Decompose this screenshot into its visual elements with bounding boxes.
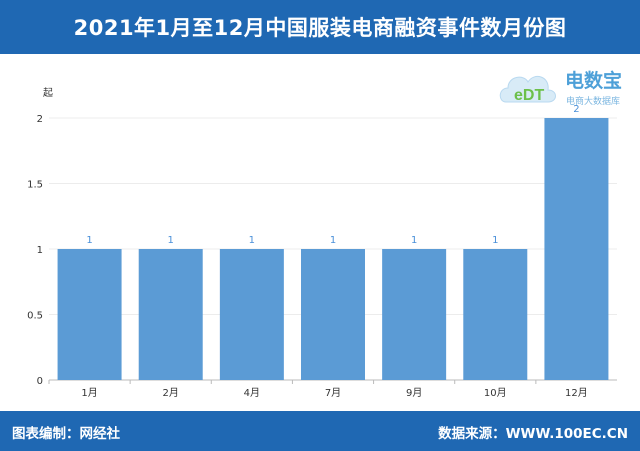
y-tick-label: 0 bbox=[37, 376, 43, 387]
logo-mark: eDT bbox=[514, 87, 544, 104]
x-tick-label: 9月 bbox=[406, 387, 422, 399]
x-tick-label: 12月 bbox=[565, 387, 588, 399]
bar bbox=[219, 249, 284, 380]
bar bbox=[463, 249, 528, 380]
bar bbox=[382, 249, 447, 380]
header-bar: 2021年1月至12月中国服装电商融资事件数月份图 bbox=[0, 0, 640, 54]
logo-subtitle: 电商大数据库 bbox=[566, 97, 621, 107]
x-tick-label: 10月 bbox=[484, 387, 507, 399]
x-tick-label: 1月 bbox=[81, 387, 97, 399]
y-tick-label: 1 bbox=[37, 245, 43, 256]
bar bbox=[301, 249, 365, 380]
x-tick-label: 7月 bbox=[325, 387, 341, 399]
chart-title: 2021年1月至12月中国服装电商融资事件数月份图 bbox=[73, 16, 567, 40]
y-tick-label: 1.5 bbox=[27, 180, 43, 191]
plot-area: 起 0 0.5 1 1.5 2 1 1月 1 2月 1 4月 1 7月 1 9月 1 10月 2 12月 bbox=[0, 54, 640, 411]
bar-value-label: 1 bbox=[86, 235, 92, 246]
bar-value-label: 1 bbox=[330, 235, 336, 246]
y-axis-unit-label: 起 bbox=[43, 87, 53, 99]
edt-logo: eDT bbox=[498, 62, 618, 114]
bar-value-label: 1 bbox=[168, 235, 174, 246]
bar-value-label: 1 bbox=[492, 235, 498, 246]
bar-value-label: 2 bbox=[573, 104, 579, 115]
y-tick-label: 2 bbox=[37, 114, 43, 125]
footer-credit: 图表编制：网经社 bbox=[12, 426, 120, 442]
x-tick-label: 4月 bbox=[244, 387, 260, 399]
bar bbox=[544, 118, 609, 380]
bar-value-label: 1 bbox=[411, 235, 417, 246]
logo-name: 电数宝 bbox=[565, 70, 623, 92]
y-tick-label: 0.5 bbox=[27, 311, 43, 322]
footer-bar: 图表编制：网经社 数据来源：WWW.100EC.CN bbox=[0, 411, 640, 451]
x-tick-label: 2月 bbox=[163, 387, 179, 399]
bar bbox=[138, 249, 203, 380]
bar bbox=[57, 249, 122, 380]
bar-value-label: 1 bbox=[249, 235, 255, 246]
cloud-logo-icon: eDT bbox=[499, 75, 556, 104]
footer-source: 数据来源：WWW.100EC.CN bbox=[438, 426, 628, 442]
